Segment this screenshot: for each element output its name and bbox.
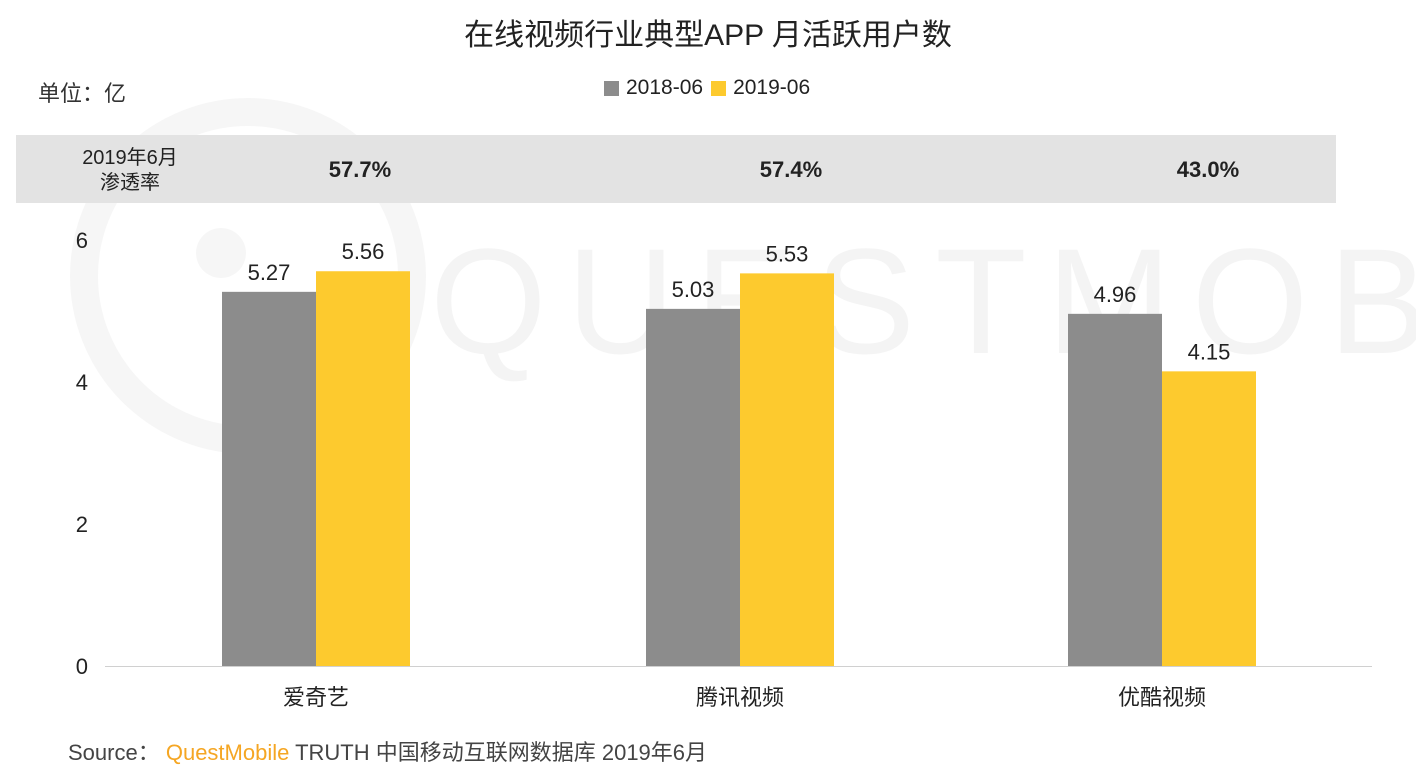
y-tick-label: 4 <box>76 370 88 395</box>
penetration-value-youku: 43.0% <box>1176 157 1240 182</box>
penetration-value-tencent: 57.4% <box>759 157 823 182</box>
source-suffix: TRUTH 中国移动互联网数据库 2019年6月 <box>295 740 708 765</box>
data-label: 5.53 <box>766 241 809 266</box>
data-label: 5.03 <box>672 277 715 302</box>
y-tick-label: 6 <box>76 228 88 253</box>
legend-swatch-2018 <box>604 80 619 96</box>
unit-label: 单位：亿 <box>38 81 127 106</box>
data-label: 4.96 <box>1094 282 1137 307</box>
legend-label-2018: 2018-06 <box>626 76 704 99</box>
x-tick-label: 爱奇艺 <box>283 685 349 710</box>
bar-2018 <box>222 291 316 666</box>
y-tick-label: 0 <box>76 654 88 679</box>
bar-2019 <box>316 271 410 666</box>
legend: 2018-06 2019-06 <box>604 75 818 101</box>
watermark-text: QUESTMOBILE <box>430 215 1416 388</box>
y-tick-label: 2 <box>76 512 88 537</box>
penetration-label: 2019年6月 渗透率 <box>62 146 198 196</box>
bar-2019 <box>740 273 834 666</box>
penetration-label-line2: 渗透率 <box>100 172 160 194</box>
penetration-value-iqiyi: 57.7% <box>328 157 392 182</box>
bar-2018 <box>646 308 740 666</box>
source-note: Source： QuestMobile TRUTH 中国移动互联网数据库 201… <box>68 735 707 767</box>
chart-title: 在线视频行业典型APP 月活跃用户数 <box>464 19 952 52</box>
x-tick-label: 优酷视频 <box>1118 685 1206 710</box>
legend-swatch-2019 <box>711 80 727 96</box>
legend-item-2019: 2019-06 <box>711 76 810 100</box>
source-prefix: Source： <box>68 740 160 765</box>
x-tick-label: 腾讯视频 <box>696 685 784 710</box>
bar-2018 <box>1068 313 1162 666</box>
data-label: 5.27 <box>248 260 291 285</box>
source-brand: QuestMobile <box>165 740 290 765</box>
penetration-label-line1: 2019年6月 <box>82 147 178 169</box>
legend-item-2018: 2018-06 <box>604 76 703 100</box>
legend-label-2019: 2019-06 <box>733 76 811 99</box>
data-label: 4.15 <box>1188 339 1231 364</box>
data-label: 5.56 <box>342 239 385 264</box>
bar-2019 <box>1162 371 1256 666</box>
penetration-band <box>16 135 1336 203</box>
